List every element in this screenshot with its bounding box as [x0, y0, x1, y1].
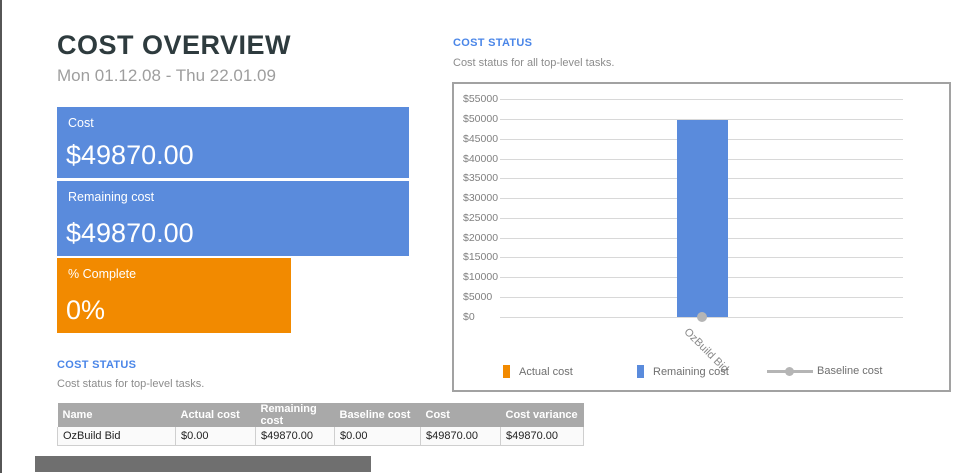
legend-label-actual-cost: Actual cost: [519, 365, 573, 378]
remaining-cost-summary-card: Remaining cost $49870.00: [57, 181, 409, 256]
table-row: OzBuild Bid $0.00 $49870.00 $0.00 $49870…: [57, 427, 584, 446]
cost-card-label: Cost: [68, 116, 94, 130]
gridline: [500, 119, 903, 120]
percent-complete-card-label: % Complete: [68, 267, 137, 281]
cost-status-chart-heading: COST STATUS: [453, 37, 533, 49]
cost-status-table-heading: COST STATUS: [57, 359, 137, 371]
y-axis-tick-label: $15000: [463, 251, 499, 263]
cost-status-table: Name Actual cost Remaining cost Baseline…: [57, 403, 584, 446]
actual-cost-swatch-icon: [503, 365, 510, 378]
y-axis-tick-label: $0: [463, 311, 475, 323]
y-axis-tick-label: $20000: [463, 232, 499, 244]
cell-task-name: OzBuild Bid: [57, 427, 176, 446]
report-date-range: Mon 01.12.08 - Thu 22.01.09: [57, 66, 276, 85]
y-axis-tick-label: $30000: [463, 192, 499, 204]
percent-complete-summary-card: % Complete 0%: [57, 258, 291, 333]
cell-baseline-cost: $0.00: [334, 427, 421, 446]
cost-status-table-description: Cost status for top-level tasks.: [57, 378, 205, 390]
y-axis-tick-label: $55000: [463, 93, 499, 105]
cost-card-value: $49870.00: [66, 140, 194, 170]
table-header-row: Name Actual cost Remaining cost Baseline…: [57, 403, 584, 427]
remaining-cost-bar: [677, 120, 728, 317]
column-header-remaining-cost: Remaining cost: [255, 403, 335, 427]
column-header-actual-cost: Actual cost: [175, 403, 256, 427]
y-axis-tick-label: $45000: [463, 133, 499, 145]
cost-status-chart-description: Cost status for all top-level tasks.: [453, 57, 615, 69]
cell-cost-variance: $49870.00: [500, 427, 584, 446]
y-axis-tick-label: $10000: [463, 271, 499, 283]
remaining-cost-card-label: Remaining cost: [68, 190, 155, 204]
column-header-cost: Cost: [420, 403, 501, 427]
remaining-cost-card-value: $49870.00: [66, 218, 194, 248]
y-axis-tick-label: $5000: [463, 291, 493, 303]
y-axis-tick-label: $35000: [463, 172, 499, 184]
page-title: COST OVERVIEW: [57, 30, 292, 60]
baseline-cost-marker: [697, 312, 707, 322]
horizontal-scrollbar-thumb[interactable]: [35, 456, 371, 472]
cost-summary-card: Cost $49870.00: [57, 107, 409, 178]
gridline: [500, 99, 903, 100]
cost-status-bar-chart: $55000 $50000 $45000 $40000 $35000 $3000…: [452, 82, 951, 392]
y-axis-tick-label: $50000: [463, 113, 499, 125]
y-axis-tick-label: $40000: [463, 153, 499, 165]
window-left-border: [0, 0, 2, 473]
percent-complete-card-value: 0%: [66, 295, 106, 325]
legend-item-remaining-cost: Remaining cost: [637, 365, 729, 378]
legend-item-actual-cost: Actual cost: [503, 365, 573, 378]
y-axis-tick-label: $25000: [463, 212, 499, 224]
column-header-name: Name: [57, 403, 176, 427]
remaining-cost-swatch-icon: [637, 365, 644, 378]
baseline-cost-line-marker-icon: [767, 366, 813, 376]
baseline-cost-dot-icon: [785, 366, 794, 376]
legend-label-remaining-cost: Remaining cost: [653, 365, 729, 378]
legend-label-baseline-cost: Baseline cost: [817, 365, 883, 377]
cell-actual-cost: $0.00: [175, 427, 256, 446]
cell-remaining-cost: $49870.00: [255, 427, 335, 446]
legend-item-baseline-cost: Baseline cost: [767, 365, 882, 377]
column-header-baseline-cost: Baseline cost: [334, 403, 421, 427]
column-header-cost-variance: Cost variance: [500, 403, 584, 427]
chart-legend: Actual cost Remaining cost Baseline cost: [454, 365, 949, 381]
cell-cost: $49870.00: [420, 427, 501, 446]
